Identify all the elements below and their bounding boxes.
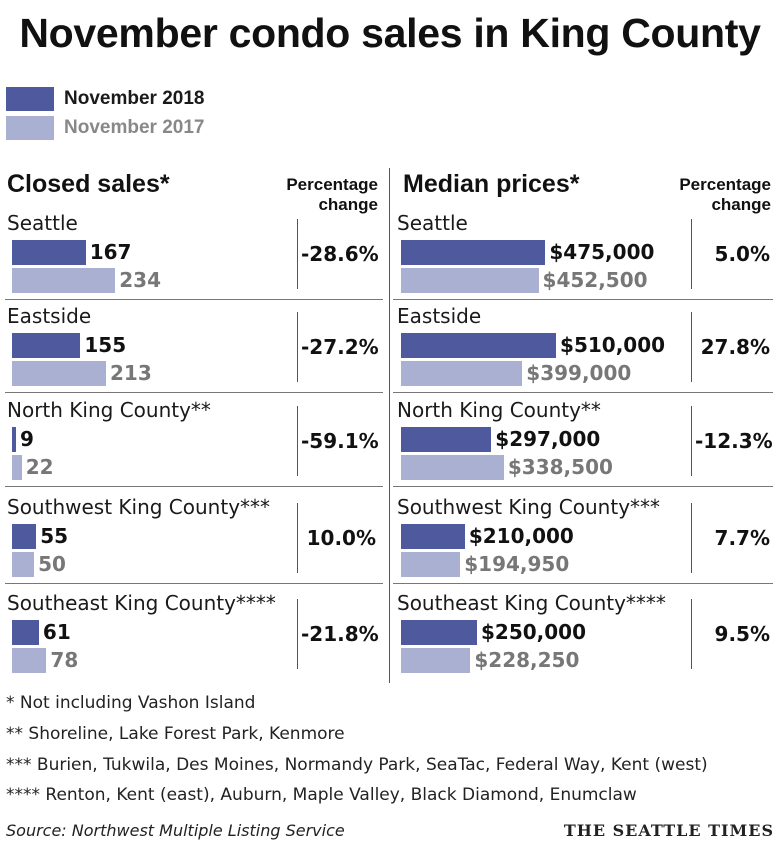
source-note: Source: Northwest Multiple Listing Servi… [6, 821, 345, 840]
sales-region-label: Southeast King County**** [7, 591, 276, 615]
price-value-2017: $452,500 [542, 268, 648, 292]
price-bar-2017 [401, 268, 539, 293]
legend-swatch-2018 [6, 87, 54, 111]
sales-pct-change: -27.2% [301, 335, 379, 359]
sales-bar-2018 [12, 427, 16, 452]
price-value-2018: $250,000 [481, 620, 587, 644]
sales-bar-2017 [12, 268, 116, 293]
sales-row-divider [297, 406, 298, 476]
sales-row-separator [5, 392, 383, 393]
sales-row-separator [5, 583, 383, 584]
sales-bar-2017 [12, 361, 106, 386]
footnote-1: * Not including Vashon Island [6, 693, 256, 713]
sales-bar-2017 [12, 455, 22, 480]
price-bar-2017 [401, 361, 523, 386]
price-bar-2018 [401, 620, 477, 645]
price-value-2017: $228,250 [474, 648, 580, 672]
sales-value-2018: 167 [89, 240, 132, 264]
sales-region-label: Seattle [7, 211, 78, 235]
price-pct-change: -12.3% [695, 429, 773, 453]
price-region-label: Southwest King County*** [397, 495, 661, 519]
sales-row-divider [297, 599, 298, 669]
closed-sales-header: Closed sales* [7, 170, 170, 198]
price-value-2017: $194,950 [464, 552, 570, 576]
price-bar-2018 [401, 427, 492, 452]
closed-sales-pct-header: Percentage change [286, 175, 378, 214]
price-bar-2017 [401, 648, 471, 673]
sales-row-divider [297, 312, 298, 382]
median-prices-pct-header: Percentage change [679, 175, 771, 214]
legend-swatch-2017 [6, 116, 54, 140]
sales-region-label: North King County** [7, 398, 211, 422]
sales-bar-2018 [12, 240, 86, 265]
sales-value-2018: 155 [84, 333, 127, 357]
price-bar-2018 [401, 240, 546, 265]
sales-bar-2018 [12, 620, 39, 645]
price-row-divider [691, 219, 692, 289]
legend-label-2017: November 2017 [64, 117, 205, 138]
price-row-divider [691, 406, 692, 476]
price-bar-2018 [401, 524, 465, 549]
sales-bar-2018 [12, 524, 37, 549]
sales-pct-change: -59.1% [301, 429, 379, 453]
sales-region-label: Southwest King County*** [7, 495, 271, 519]
sales-value-2018: 61 [42, 620, 71, 644]
price-row-separator [393, 392, 773, 393]
price-bar-2018 [401, 333, 557, 358]
price-value-2018: $475,000 [549, 240, 655, 264]
price-region-label: Eastside [397, 304, 482, 328]
sales-pct-change: 10.0% [306, 526, 376, 550]
price-pct-change: 9.5% [714, 622, 770, 646]
price-bar-2017 [401, 455, 504, 480]
sales-value-2018: 55 [40, 524, 69, 548]
price-value-2018: $297,000 [495, 427, 601, 451]
price-value-2017: $338,500 [507, 455, 613, 479]
sales-row-divider [297, 219, 298, 289]
sales-value-2017: 234 [119, 268, 161, 292]
chart-title: November condo sales in King County [19, 10, 761, 56]
publisher-credit: THE SEATTLE TIMES [563, 821, 774, 840]
price-row-divider [691, 503, 692, 573]
sales-row-divider [297, 503, 298, 573]
column-divider [389, 168, 390, 683]
price-row-divider [691, 599, 692, 669]
price-row-separator [393, 583, 773, 584]
sales-value-2017: 22 [25, 455, 54, 479]
sales-pct-change: -21.8% [301, 622, 379, 646]
price-value-2018: $210,000 [468, 524, 574, 548]
median-prices-header: Median prices* [403, 170, 580, 198]
price-value-2018: $510,000 [560, 333, 666, 357]
sales-value-2017: 50 [38, 552, 66, 576]
sales-bar-2018 [12, 333, 81, 358]
sales-value-2018: 9 [20, 427, 34, 451]
footnote-3: *** Burien, Tukwila, Des Moines, Normand… [6, 755, 708, 775]
footnote-2: ** Shoreline, Lake Forest Park, Kenmore [6, 724, 345, 744]
sales-region-label: Eastside [7, 304, 92, 328]
footnote-4: **** Renton, Kent (east), Auburn, Maple … [6, 785, 637, 805]
sales-pct-change: -28.6% [301, 242, 379, 266]
sales-row-separator [5, 299, 383, 300]
sales-value-2017: 78 [50, 648, 79, 672]
sales-value-2017: 213 [109, 361, 152, 385]
price-pct-change: 27.8% [700, 335, 770, 359]
price-pct-change: 5.0% [714, 242, 770, 266]
price-bar-2017 [401, 552, 461, 577]
price-row-divider [691, 312, 692, 382]
price-row-separator [393, 299, 773, 300]
legend-label-2018: November 2018 [64, 88, 205, 109]
price-pct-change: 7.7% [714, 526, 770, 550]
sales-bar-2017 [12, 648, 47, 673]
price-region-label: Seattle [397, 211, 468, 235]
price-region-label: North King County** [397, 398, 601, 422]
sales-row-separator [5, 486, 383, 487]
price-value-2017: $399,000 [526, 361, 632, 385]
price-region-label: Southeast King County**** [397, 591, 666, 615]
sales-bar-2017 [12, 552, 35, 577]
price-row-separator [393, 486, 773, 487]
